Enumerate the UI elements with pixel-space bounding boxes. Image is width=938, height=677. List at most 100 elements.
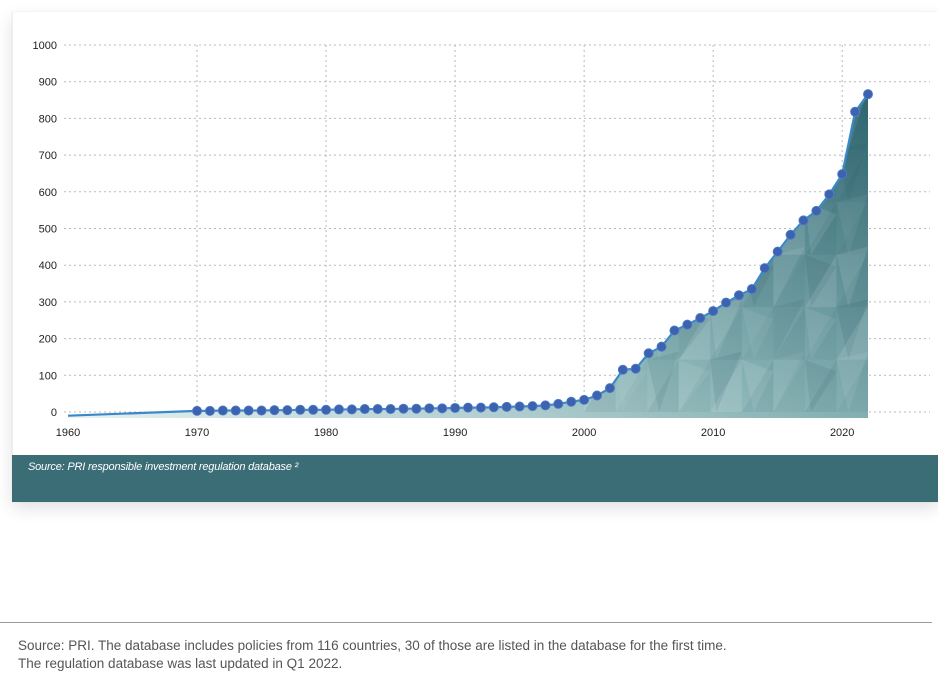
data-point	[411, 403, 422, 414]
data-point	[643, 348, 654, 359]
texture-facet	[647, 141, 679, 203]
texture-facet	[647, 149, 679, 203]
texture-facet	[678, 254, 711, 308]
texture-facet	[804, 254, 837, 308]
texture-facet	[804, 94, 837, 98]
texture-facet	[741, 94, 774, 98]
y-tick-label: 300	[39, 297, 57, 309]
source-band: Source: PRI responsible investment regul…	[12, 455, 938, 502]
area-fill	[68, 94, 868, 419]
texture-facet	[773, 246, 805, 308]
data-point	[217, 405, 228, 416]
texture-facet	[741, 97, 774, 150]
texture-facet	[584, 141, 616, 203]
area-texture	[584, 94, 868, 412]
footer-note: Source: PRI. The database includes polic…	[18, 637, 928, 673]
texture-facet	[584, 254, 616, 308]
texture-facet	[647, 94, 679, 98]
data-point	[346, 404, 357, 415]
data-point	[566, 396, 577, 407]
source-band-text: Source: PRI responsible investment regul…	[28, 461, 299, 473]
texture-facet	[647, 254, 679, 308]
data-point	[437, 403, 448, 414]
data-point	[695, 313, 706, 324]
data-point	[604, 383, 615, 394]
texture-facet	[647, 97, 679, 150]
data-point	[475, 402, 486, 413]
data-point	[540, 400, 551, 411]
texture-facet	[615, 307, 648, 360]
data-point	[527, 401, 538, 412]
texture-facet	[678, 359, 711, 412]
texture-facet	[804, 359, 837, 412]
texture-facet	[710, 141, 742, 203]
data-point	[811, 205, 822, 216]
x-tick-label: 1990	[443, 427, 467, 439]
texture-facet	[710, 307, 742, 360]
texture-facet	[773, 94, 805, 150]
texture-facet	[804, 307, 837, 360]
data-point	[192, 405, 203, 416]
texture-facet	[741, 307, 774, 360]
y-tick-label: 0	[51, 407, 57, 419]
texture-facet	[615, 94, 648, 98]
texture-facet	[741, 149, 774, 203]
y-tick-label: 600	[39, 187, 57, 199]
data-point	[772, 246, 783, 257]
texture-facet	[710, 149, 742, 203]
texture-facet	[804, 202, 837, 255]
data-point	[359, 404, 370, 415]
texture-facet	[741, 94, 774, 98]
texture-facet	[741, 359, 774, 412]
texture-facet	[584, 97, 616, 150]
data-point	[656, 341, 667, 352]
data-point	[721, 297, 732, 308]
texture-facet	[615, 254, 648, 308]
texture-facet	[647, 194, 679, 255]
texture-facet	[647, 351, 679, 412]
texture-facet	[804, 254, 837, 308]
texture-facet	[678, 94, 711, 98]
texture-facet	[836, 307, 868, 360]
data-point	[385, 404, 396, 415]
footer-line-1: Source: PRI. The database includes polic…	[18, 638, 727, 653]
chart: 0 100 200 300 400 500 600 700 800 900 1000 1960 197…	[33, 40, 930, 439]
texture-facet	[710, 351, 742, 412]
texture-facet	[710, 94, 742, 150]
y-tick-label: 900	[39, 77, 57, 89]
data-point	[759, 263, 770, 274]
texture-facet	[836, 351, 868, 412]
texture-facet	[615, 307, 648, 360]
texture-facet	[584, 307, 616, 360]
data-point	[617, 364, 628, 375]
data-point	[553, 398, 564, 409]
texture-facet	[836, 299, 868, 360]
texture-facet	[804, 359, 837, 412]
texture-facet	[804, 94, 837, 98]
data-point	[514, 401, 525, 412]
data-point	[630, 363, 641, 374]
x-axis-ticks: 1960 1970 1980 1990 2000 2010 2020	[56, 427, 855, 439]
texture-facet	[647, 246, 679, 308]
texture-facet	[615, 94, 648, 98]
texture-facet	[773, 97, 805, 150]
texture-facet	[678, 359, 711, 412]
texture-facet	[836, 194, 868, 255]
footer-line-2: The regulation database was last updated…	[18, 656, 343, 671]
texture-facet	[773, 299, 805, 360]
x-tick-label: 1960	[56, 427, 80, 439]
x-tick-label: 2010	[701, 427, 725, 439]
y-tick-label: 700	[39, 150, 57, 162]
texture-facet	[678, 97, 711, 150]
texture-facet	[836, 94, 868, 98]
texture-facet	[678, 149, 711, 203]
data-point	[798, 215, 809, 226]
texture-facet	[584, 94, 616, 150]
data-point	[850, 106, 861, 117]
data-point	[269, 405, 280, 416]
texture-facet	[710, 97, 742, 150]
texture-facet	[710, 94, 742, 98]
texture-facet	[773, 254, 805, 308]
texture-facet	[678, 94, 711, 98]
texture-facet	[615, 359, 648, 412]
